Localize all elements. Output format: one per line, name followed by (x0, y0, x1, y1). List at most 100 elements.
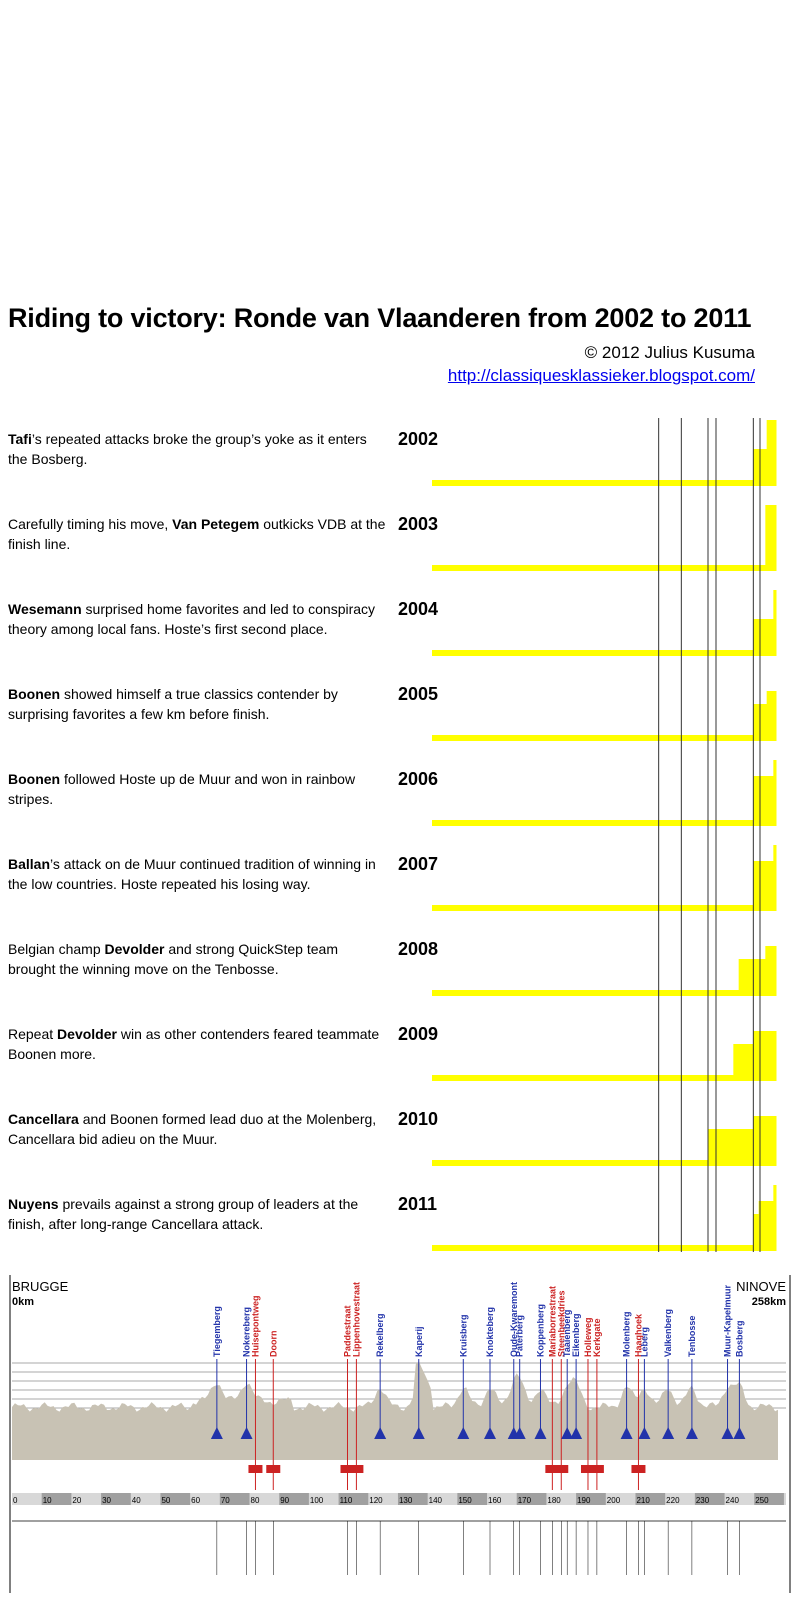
km-scale-stripe (41, 1493, 72, 1505)
blog-link[interactable]: http://classiquesklassieker.blogspot.com… (447, 366, 755, 385)
finish-distance: 258km (752, 1296, 786, 1308)
attack-step-bar (432, 1245, 754, 1251)
climb-name: Rekelberg (375, 1313, 385, 1357)
race-description: Cancellara and Boonen formed lead duo at… (8, 1109, 388, 1149)
cobble-marker (580, 1465, 595, 1473)
attack-step-bar (738, 959, 766, 996)
attack-step-bar (432, 480, 754, 486)
climb-name: Eikenberg (571, 1313, 581, 1357)
km-tick-label: 70 (221, 1496, 230, 1505)
climb-name: Huisepontweg (250, 1295, 260, 1357)
climb-triangle-marker (721, 1427, 734, 1439)
attack-step-bar (765, 505, 777, 571)
race-description: Tafi’s repeated attacks broke the group’… (8, 429, 388, 469)
race-description: Wesemann surprised home favorites and le… (8, 599, 388, 639)
year-label: 2007 (398, 854, 439, 874)
km-tick-label: 200 (607, 1496, 621, 1505)
attack-step-bar (733, 1044, 754, 1081)
start-distance: 0km (12, 1296, 34, 1308)
desc-text: prevails against a strong group of leade… (8, 1196, 359, 1232)
winner-name: Boonen (8, 771, 61, 787)
copyright: © 2012 Julius Kusuma (584, 343, 755, 362)
attack-step-bar (758, 1201, 774, 1251)
climb-name: Haaghoek (633, 1313, 643, 1357)
climb-triangle-marker (484, 1427, 497, 1439)
km-tick-label: 90 (280, 1496, 289, 1505)
climb-triangle-marker (620, 1427, 633, 1439)
cobble-marker (545, 1465, 560, 1473)
km-tick-label: 170 (518, 1496, 532, 1505)
km-scale-stripe (338, 1493, 369, 1505)
attack-step-bar (753, 776, 774, 826)
climb-triangle-marker (412, 1427, 425, 1439)
km-tick-label: 210 (636, 1496, 650, 1505)
km-tick-label: 30 (102, 1496, 111, 1505)
climb-triangle-marker (662, 1427, 675, 1439)
race-description: Nuyens prevails against a strong group o… (8, 1194, 388, 1234)
km-tick-label: 230 (696, 1496, 710, 1505)
cobble-marker (248, 1465, 263, 1473)
year-label: 2002 (398, 429, 439, 449)
race-description: Belgian champ Devolder and strong QuickS… (8, 939, 388, 979)
elevation-silhouette (12, 1361, 778, 1460)
winner-name: Nuyens (8, 1196, 59, 1212)
attack-step-bar (753, 861, 774, 911)
attack-step-bar (773, 845, 777, 911)
km-tick-label: 240 (726, 1496, 740, 1505)
km-tick-label: 140 (429, 1496, 443, 1505)
climb-triangle-marker (210, 1427, 223, 1439)
km-scale-stripe (576, 1493, 606, 1505)
climb-name: Knokteberg (485, 1307, 495, 1357)
km-tick-label: 190 (577, 1496, 591, 1505)
km-scale-stripe (694, 1493, 725, 1505)
climb-name: Koppenberg (535, 1304, 545, 1357)
desc-prefix: Carefully timing his move, (8, 516, 173, 532)
climb-triangle-marker (457, 1427, 470, 1439)
climb-name: Valkenberg (663, 1309, 673, 1357)
desc-text: surprised home favorites and led to cons… (8, 601, 376, 637)
race-description: Boonen showed himself a true classics co… (8, 684, 388, 724)
attack-step-bar (766, 420, 777, 486)
climb-triangle-marker (685, 1427, 698, 1439)
attack-step-bar (773, 590, 777, 656)
climb-name: Paddestraat (342, 1305, 352, 1357)
race-description: Repeat Devolder win as other contenders … (8, 1024, 388, 1064)
km-tick-label: 220 (666, 1496, 680, 1505)
cobble-marker (349, 1465, 364, 1473)
climb-name: Tenbosse (687, 1316, 697, 1357)
attack-step-bar (708, 1129, 754, 1166)
climb-name: Mariaborrestraat (547, 1286, 557, 1357)
km-tick-label: 100 (310, 1496, 324, 1505)
winner-name: Devolder (104, 941, 165, 957)
attack-step-bar (432, 1075, 734, 1081)
climb-name: Nokereberg (242, 1307, 252, 1357)
year-label: 2004 (398, 599, 439, 619)
desc-text: showed himself a true classics contender… (8, 686, 338, 722)
attack-step-bar (753, 619, 774, 656)
km-tick-label: 130 (399, 1496, 413, 1505)
race-description: Boonen followed Hoste up de Muur and won… (8, 769, 388, 809)
year-label: 2006 (398, 769, 439, 789)
cobble-marker (631, 1465, 646, 1473)
attack-step-bar (432, 735, 754, 741)
attack-step-bar (766, 691, 777, 741)
climb-triangle-marker (513, 1427, 526, 1439)
attack-step-bar (432, 1160, 709, 1166)
climb-name: Bosberg (734, 1320, 744, 1357)
climb-name: Oude-Kwaremont (509, 1282, 519, 1357)
year-label: 2008 (398, 939, 439, 959)
km-tick-label: 110 (340, 1496, 353, 1505)
desc-text: ’s repeated attacks broke the group’s yo… (8, 431, 367, 467)
km-scale-stripe (754, 1493, 784, 1505)
climb-triangle-marker (733, 1427, 746, 1439)
desc-text: and strong QuickStep team brought the wi… (8, 941, 338, 977)
climb-triangle-marker (534, 1427, 547, 1439)
climb-triangle-marker (374, 1427, 387, 1439)
race-description: Ballan’s attack on de Muur continued tra… (8, 854, 388, 894)
climb-name: Paterberg (515, 1315, 525, 1357)
climb-name: Taaienberg (562, 1310, 572, 1357)
climb-name: Molenberg (622, 1311, 632, 1357)
climb-triangle-marker (570, 1427, 583, 1439)
km-tick-label: 160 (488, 1496, 502, 1505)
km-tick-label: 20 (72, 1496, 81, 1505)
